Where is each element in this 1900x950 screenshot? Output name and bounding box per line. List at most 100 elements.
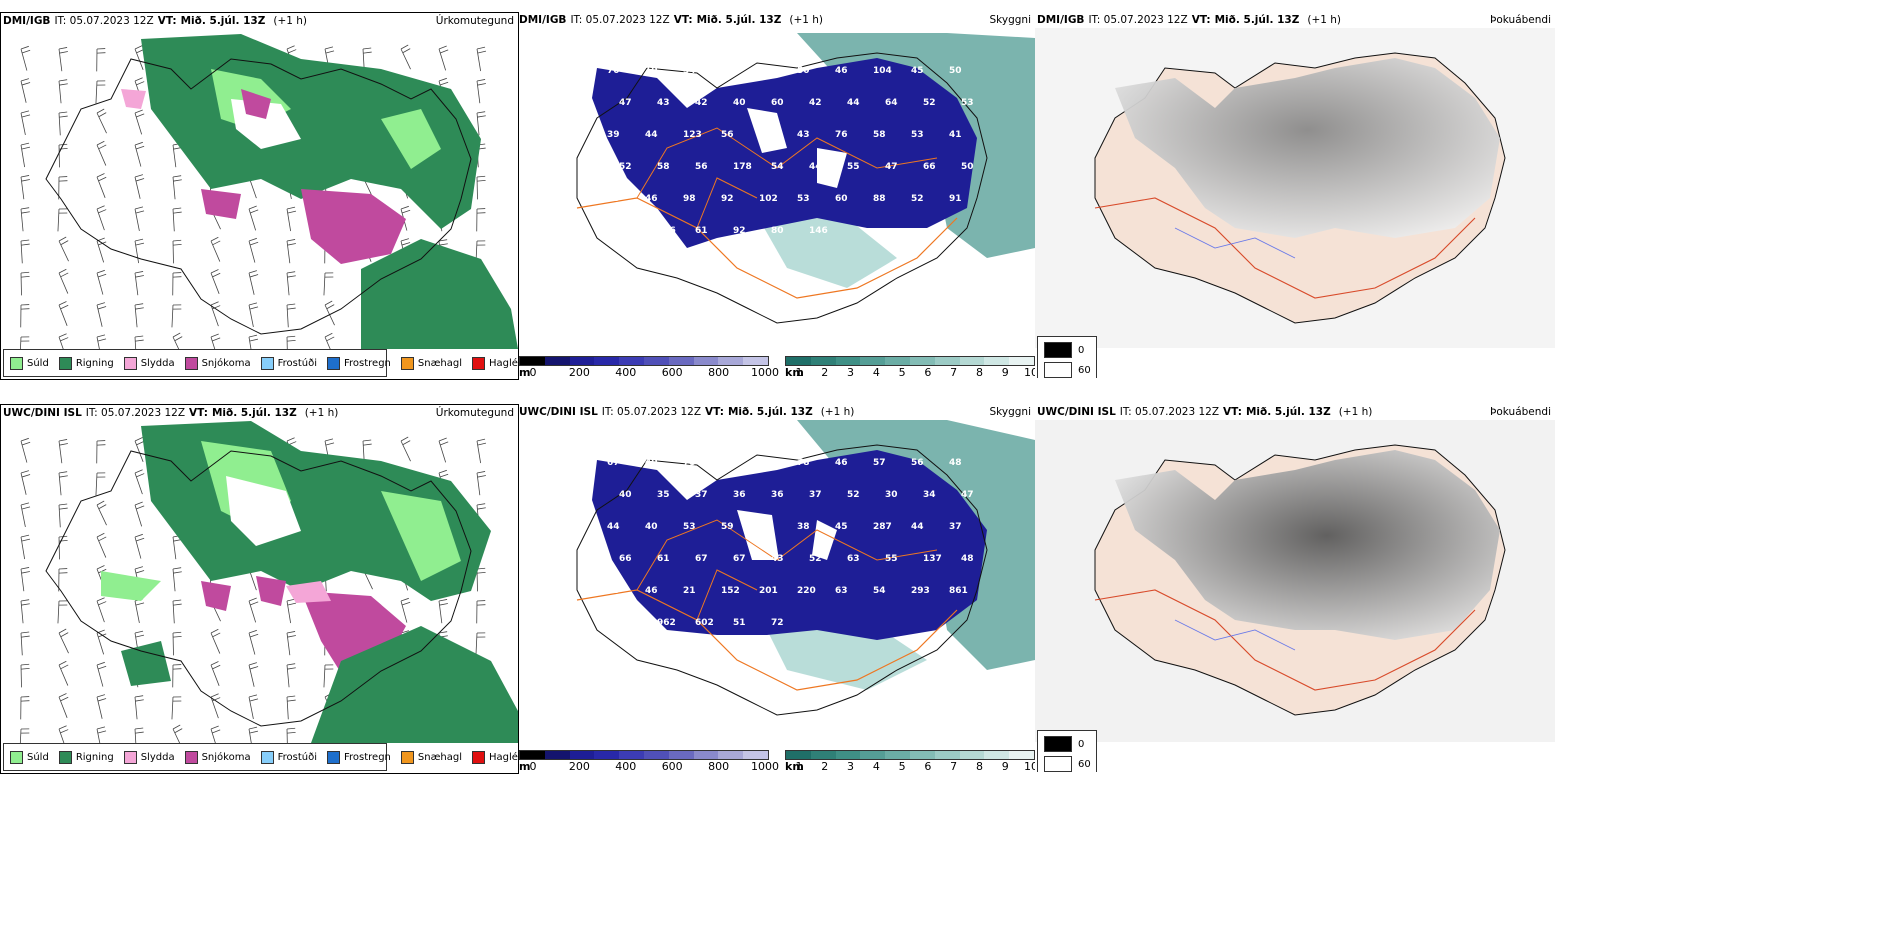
legend-label: Súld bbox=[27, 751, 49, 763]
ceiling-value-label: 40 bbox=[733, 98, 746, 108]
wind-barb bbox=[58, 333, 69, 349]
colorbar-swatch bbox=[569, 751, 595, 760]
legend-item: Súld bbox=[10, 356, 49, 370]
wind-barb bbox=[134, 174, 145, 199]
wind-barb bbox=[96, 108, 107, 134]
legend-item: Snjókoma bbox=[184, 356, 251, 370]
legend-item: Frostregn bbox=[327, 750, 391, 764]
legend-swatch bbox=[184, 750, 198, 764]
valid-time: Mið. 5.júl. 13Z bbox=[180, 15, 266, 27]
colorbar-tick: 7 bbox=[950, 366, 958, 378]
light-green-area bbox=[211, 69, 441, 169]
colorbar-tick: 10 bbox=[1024, 760, 1035, 772]
wind-barb bbox=[134, 469, 145, 495]
ceiling-value-label: 57 bbox=[721, 458, 734, 468]
colorbar-swatch bbox=[619, 357, 644, 366]
ceiling-value-label: 38 bbox=[797, 522, 810, 532]
legend-item: Snæhagl bbox=[400, 356, 462, 370]
wind-barb bbox=[57, 600, 68, 624]
visibility-colorbar-ticks: km 1 2 3 4 5 6 7 8 9 10 bbox=[785, 366, 1035, 378]
legend-swatch bbox=[10, 750, 23, 764]
wind-barb bbox=[58, 301, 69, 326]
precip-legend: Súld Rigning Slydda Snjókoma Frostúði Frostre… bbox=[3, 349, 518, 377]
ceiling-value-label: 46 bbox=[645, 194, 658, 204]
wind-barb bbox=[19, 336, 30, 349]
wind-barb bbox=[248, 597, 259, 623]
legend-swatch bbox=[327, 750, 340, 764]
ceiling-value-label: 60 bbox=[771, 98, 784, 108]
legend-item: Frostúði bbox=[260, 356, 317, 370]
wind-barb bbox=[20, 470, 31, 495]
legend-label: Rigning bbox=[75, 751, 114, 763]
ceiling-value-label: 52 bbox=[847, 490, 860, 500]
wind-barb bbox=[20, 599, 30, 624]
legend-label: Súld bbox=[27, 357, 49, 369]
ceiling-colorbar-ticks: m 0 200 400 600 800 1000 bbox=[519, 760, 779, 772]
ceiling-value-label: 45 bbox=[835, 522, 848, 532]
ceiling-value-label: 59 bbox=[721, 522, 734, 532]
ceiling-value-label: 53 bbox=[797, 194, 810, 204]
ceiling-value-label: 63 bbox=[847, 554, 860, 564]
precip-map bbox=[19, 34, 518, 349]
model-name: UWC/DINI ISL bbox=[1037, 406, 1116, 418]
wind-barb bbox=[20, 663, 30, 688]
colorbar-swatch bbox=[594, 357, 620, 366]
ceiling-value-label: 44 bbox=[911, 522, 924, 532]
wind-barb bbox=[172, 599, 182, 624]
ceiling-value-label: 46 bbox=[645, 586, 658, 596]
ceiling-value-label: 178 bbox=[733, 162, 752, 172]
wind-barb bbox=[476, 46, 487, 72]
init-time: IT: 05.07.2023 12Z bbox=[570, 14, 670, 26]
ceiling-value-label: 43 bbox=[657, 98, 670, 108]
ceiling-value-label: 152 bbox=[721, 586, 740, 596]
ceiling-value-label: 37 bbox=[695, 490, 708, 500]
wind-barb bbox=[286, 335, 296, 349]
colorbar-swatch bbox=[885, 751, 910, 760]
colorbar-tick: 1 bbox=[795, 760, 803, 772]
wind-barb bbox=[58, 628, 69, 654]
colorbar-swatch bbox=[909, 751, 935, 760]
wind-barb bbox=[172, 239, 182, 264]
ceiling-value-label: 34 bbox=[923, 490, 936, 500]
ceiling-colorbar-ticks: m 0 200 400 600 800 1000 bbox=[519, 366, 779, 378]
wind-barb bbox=[58, 176, 68, 200]
legend-item: Rigning bbox=[58, 356, 114, 370]
legend-item: Haglél bbox=[472, 356, 519, 370]
wind-barb bbox=[286, 727, 296, 743]
visibility-colorbar-ticks: km 1 2 3 4 5 6 7 8 9 10 bbox=[785, 760, 1035, 772]
wind-barb bbox=[58, 47, 68, 72]
ceiling-value-label: 56 bbox=[911, 458, 924, 468]
wind-barb bbox=[96, 140, 107, 166]
colorbar-tick: 600 bbox=[661, 760, 683, 772]
ceiling-value-label: 50 bbox=[797, 66, 810, 76]
ceiling-value-label: 962 bbox=[657, 618, 676, 628]
panel-header: UWC/DINI ISL IT: 05.07.2023 12Z VT: Mið.… bbox=[519, 406, 1031, 420]
legend-label: Slydda bbox=[140, 357, 175, 369]
colorbar-tick: 2 bbox=[821, 760, 829, 772]
ceiling-value-label: 51 bbox=[733, 618, 746, 628]
colorbar-swatch bbox=[860, 751, 886, 760]
colorbar-swatch bbox=[643, 357, 669, 366]
ceiling-value-label: 76 bbox=[835, 130, 848, 140]
wind-barb bbox=[134, 437, 145, 462]
colorbar-tick: 4 bbox=[872, 760, 880, 772]
legend-label: Haglél bbox=[489, 357, 519, 369]
ceiling-value-label: 48 bbox=[961, 554, 974, 564]
legend-swatch bbox=[472, 356, 486, 370]
wind-barb bbox=[96, 440, 106, 464]
ceiling-value-label: 45 bbox=[911, 66, 924, 76]
fog-legend-label: 0 bbox=[1078, 344, 1085, 356]
ceiling-value-label: 54 bbox=[873, 586, 886, 596]
wind-barb bbox=[58, 471, 68, 496]
wind-barb bbox=[475, 632, 486, 656]
wind-barb bbox=[134, 303, 144, 328]
fog-legend-swatch bbox=[1044, 342, 1072, 358]
wind-barb bbox=[172, 175, 182, 200]
legend-item: Haglél bbox=[472, 750, 518, 764]
colorbar-tick: 0 bbox=[529, 760, 537, 772]
ceiling-value-label: 57 bbox=[873, 458, 886, 468]
colorbar-swatch bbox=[693, 357, 719, 366]
wind-barb bbox=[96, 205, 107, 231]
wind-barb bbox=[210, 628, 221, 654]
wind-barb bbox=[96, 173, 107, 198]
